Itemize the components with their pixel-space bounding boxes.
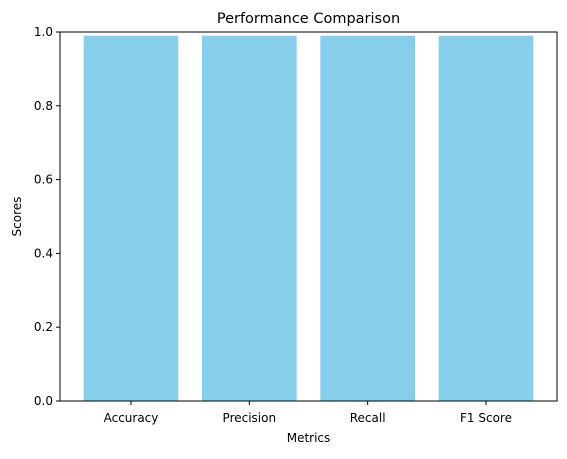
bar-precision	[202, 35, 297, 401]
x-axis-ticks: Accuracy Precision Recall F1 Score	[104, 401, 512, 425]
y-tick-label: 0.6	[34, 173, 53, 187]
x-tick-label: Accuracy	[104, 411, 159, 425]
bar-accuracy	[83, 35, 179, 401]
y-tick-label: 0.8	[34, 99, 53, 113]
chart-title: Performance Comparison	[217, 11, 400, 27]
x-axis-label: Metrics	[287, 431, 331, 445]
x-tick-label: Recall	[350, 411, 386, 425]
bars-group	[83, 35, 534, 401]
x-tick-label: F1 Score	[460, 411, 512, 425]
y-axis-ticks: 0.0 0.2 0.4 0.6 0.8 1.0	[34, 25, 60, 408]
bar-recall	[320, 35, 415, 401]
y-tick-label: 0.4	[34, 246, 53, 260]
y-tick-label: 1.0	[34, 25, 53, 39]
x-tick-label: Precision	[223, 411, 277, 425]
y-tick-label: 0.0	[34, 394, 53, 408]
axes-frame	[59, 31, 558, 402]
y-tick-label: 0.2	[34, 320, 53, 334]
bar-f1-score	[438, 35, 534, 401]
y-axis-label: Scores	[10, 197, 24, 237]
plot-frame	[59, 31, 558, 402]
